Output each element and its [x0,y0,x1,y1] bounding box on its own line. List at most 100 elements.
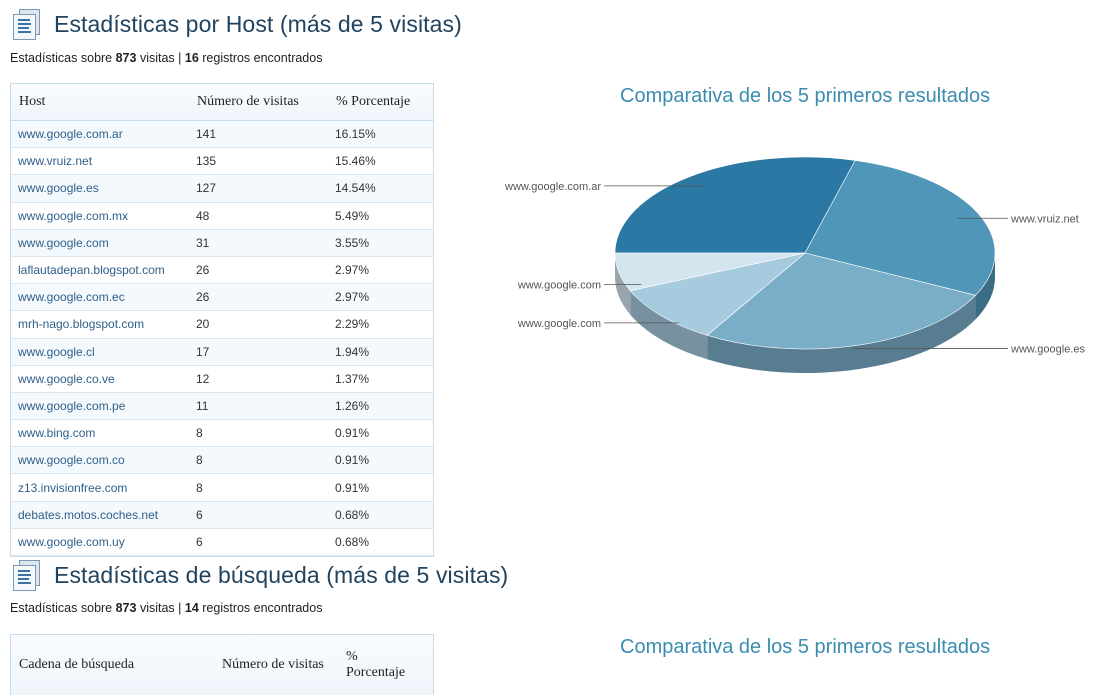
host-link[interactable]: www.google.co.ve [18,371,115,386]
visits-cell: 6 [196,534,203,549]
document-icon [12,560,42,591]
table-row: www.google.com.co 8 0.91% [11,447,433,475]
visits-cell: 6 [196,507,203,522]
pie-label: www.google.com.ar [504,181,601,193]
host-link[interactable]: www.google.com.co [18,453,125,468]
search-section-title-row: Estadísticas de búsqueda (más de 5 visit… [12,558,508,592]
host-link[interactable]: debates.motos.coches.net [18,507,159,522]
percent-cell: 0.68% [335,507,370,522]
table-row: www.google.com.ec 26 2.97% [11,284,433,312]
pie-slice[interactable] [629,252,806,336]
percent-cell: 1.26% [335,398,370,413]
table-row: www.bing.com 8 0.91% [11,420,433,448]
percent-cell: 15.46% [335,154,376,169]
table-row: debates.motos.coches.net 6 0.68% [11,501,433,529]
table-row: www.google.com 31 3.55% [11,229,433,257]
search-summary: Estadísticas sobre 873 visitas | 14 regi… [10,601,323,615]
table-row: www.google.com.uy 6 0.68% [11,529,433,556]
visits-cell: 8 [196,426,203,441]
percent-cell: 1.37% [335,371,370,386]
table-row: www.google.com.mx 48 5.49% [11,203,433,230]
host-section-title-row: Estadísticas por Host (más de 5 visitas) [12,7,462,41]
percent-cell: 16.15% [335,127,376,142]
percent-cell: 0.68% [335,534,370,549]
header-percent[interactable]: % Porcentaje [346,649,406,680]
table-row: www.google.co.ve 12 1.37% [11,366,433,393]
pie-slice[interactable] [614,252,806,292]
host-link[interactable]: www.google.com [18,235,109,250]
header-host[interactable]: Host [19,94,46,109]
percent-cell: 14.54% [335,181,376,196]
host-link[interactable]: z13.invisionfree.com [18,480,128,495]
visits-cell: 141 [196,127,217,142]
visits-cell: 17 [196,344,210,359]
table-row: www.google.es 127 14.54% [11,175,433,203]
visits-cell: 127 [196,181,217,196]
host-pie-chart: www.google.com.ar www.vruiz.net www.google… [504,156,1085,373]
header-percent[interactable]: % Porcentaje [336,94,411,109]
table-row: www.vruiz.net 135 15.46% [11,148,433,176]
pie-slice-side [975,253,995,320]
percent-cell: 2.29% [335,317,370,332]
visits-cell: 26 [196,290,210,305]
header-visits[interactable]: Número de visitas [222,657,324,672]
percent-cell: 5.49% [335,208,370,223]
visits-cell: 135 [196,154,217,169]
pie-slice[interactable] [804,160,996,296]
percent-cell: 0.91% [335,426,370,441]
host-link[interactable]: www.google.com.pe [18,398,126,413]
table-row: www.google.cl 17 1.94% [11,338,433,366]
visits-cell: 26 [196,263,210,278]
visits-cell: 31 [196,235,210,250]
percent-cell: 2.97% [335,263,370,278]
percent-cell: 3.55% [335,235,370,250]
visits-cell: 11 [196,398,209,413]
pie-slice-side [615,253,631,315]
search-chart-title: Comparativa de los 5 primeros resultados [620,636,991,658]
visits-cell: 48 [196,208,210,223]
search-table: Cadena de búsqueda Número de visitas % P… [10,634,434,695]
percent-cell: 1.94% [335,344,370,359]
pie-slice-side [707,295,976,373]
host-link[interactable]: www.vruiz.net [18,154,93,169]
header-visits[interactable]: Número de visitas [197,94,299,109]
pie-slice[interactable] [614,156,856,254]
host-table-body: www.google.com.ar 141 16.15% www.vruiz.net 1… [11,121,433,556]
host-link[interactable]: www.google.com.ar [18,127,123,142]
host-link[interactable]: laflautadepan.blogspot.com [18,263,165,278]
table-row: www.google.com.pe 11 1.26% [11,392,433,421]
table-row: mrh-nago.blogspot.com 20 2.29% [11,311,433,339]
percent-cell: 0.91% [335,480,370,495]
host-link[interactable]: www.google.com.uy [18,534,125,549]
pie-slice[interactable] [706,252,977,350]
visits-cell: 12 [196,371,210,386]
host-link[interactable]: www.google.com.mx [18,208,129,223]
pie-label: www.vruiz.net [1010,213,1079,225]
table-row: www.google.com.ar 141 16.15% [11,121,433,149]
host-table: Host Número de visitas % Porcentaje www.… [10,83,434,557]
host-summary: Estadísticas sobre 873 visitas | 16 regi… [10,51,323,65]
host-link[interactable]: www.google.es [18,181,99,196]
search-section-title: Estadísticas de búsqueda (más de 5 visit… [54,561,509,588]
visits-cell: 8 [196,480,203,495]
host-link[interactable]: www.google.cl [18,344,95,359]
host-chart-title: Comparativa de los 5 primeros resultados [620,85,991,107]
pie-slice-side [630,290,708,360]
pie-label: www.google.com [517,279,601,291]
pie-label: www.google.es [1010,343,1085,355]
percent-cell: 2.97% [335,290,370,305]
table-row: laflautadepan.blogspot.com 26 2.97% [11,257,433,285]
visits-cell: 8 [196,453,203,468]
host-table-header: Host Número de visitas % Porcentaje [11,84,433,121]
visits-cell: 20 [196,317,210,332]
host-link[interactable]: www.bing.com [18,426,96,441]
search-table-header: Cadena de búsqueda Número de visitas % P… [11,635,433,695]
host-section-title: Estadísticas por Host (más de 5 visitas) [54,10,462,37]
pie-label: www.google.com [517,318,601,330]
host-link[interactable]: www.google.com.ec [18,290,125,305]
document-icon [12,9,42,40]
table-row: z13.invisionfree.com 8 0.91% [11,474,433,502]
percent-cell: 0.91% [335,453,370,468]
host-link[interactable]: mrh-nago.blogspot.com [18,317,145,332]
header-search-string[interactable]: Cadena de búsqueda [19,657,135,672]
